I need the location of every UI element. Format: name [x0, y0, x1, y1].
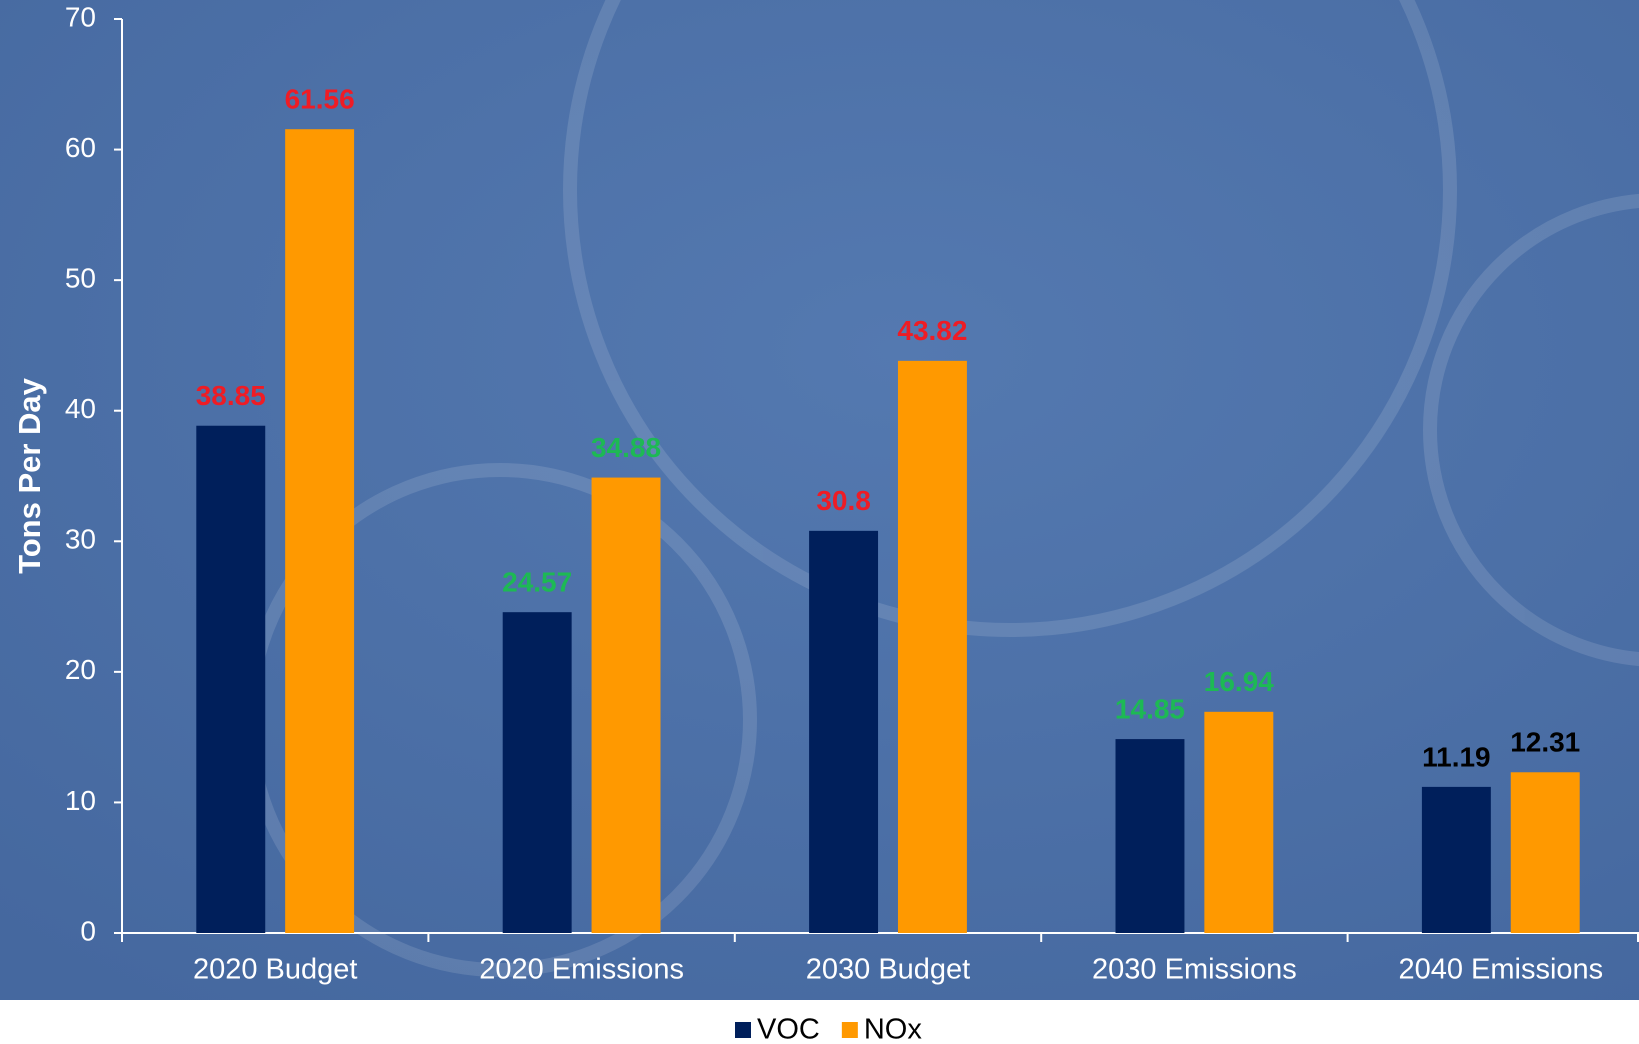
bar — [285, 129, 354, 933]
y-tick-label: 30 — [65, 524, 96, 555]
bar — [592, 478, 661, 933]
x-tick-label: 2030 Emissions — [1092, 954, 1297, 986]
legend-swatch — [842, 1022, 858, 1038]
legend-label: NOx — [864, 1014, 923, 1044]
data-label: 38.85 — [196, 380, 266, 411]
legend-swatch — [735, 1022, 751, 1038]
x-tick-label: 2020 Budget — [193, 954, 357, 986]
x-tick-label: 2030 Budget — [806, 954, 970, 986]
bar — [503, 612, 572, 933]
chart: Tons Per Day 0 10 20 30 40 50 60 70 2020 Budget 3… — [0, 0, 1639, 1044]
x-tick-label: 2020 Emissions — [479, 954, 684, 986]
data-label: 14.85 — [1115, 693, 1185, 724]
data-label: 11.19 — [1422, 741, 1491, 772]
data-label: 43.82 — [897, 315, 967, 346]
bar — [1204, 712, 1273, 933]
y-tick-label: 20 — [65, 654, 96, 685]
bar — [1511, 772, 1580, 933]
x-tick-label: 2040 Emissions — [1398, 954, 1603, 986]
legend-label: VOC — [757, 1014, 820, 1044]
data-label: 24.57 — [502, 567, 572, 598]
y-tick-label: 10 — [65, 785, 96, 816]
bar — [1116, 739, 1185, 933]
data-label: 61.56 — [285, 84, 355, 115]
data-label: 30.8 — [816, 485, 871, 516]
y-tick-label: 50 — [65, 263, 96, 294]
data-label: 12.31 — [1510, 727, 1580, 758]
bar — [1422, 787, 1491, 933]
bar — [898, 361, 967, 933]
data-label: 34.88 — [591, 432, 661, 463]
y-axis-title: Tons Per Day — [12, 377, 47, 574]
y-tick-label: 0 — [80, 915, 96, 946]
y-tick-label: 40 — [65, 393, 96, 424]
bar — [809, 531, 878, 933]
data-label: 16.94 — [1204, 666, 1274, 697]
y-tick-label: 70 — [65, 1, 96, 32]
y-tick-label: 60 — [65, 132, 96, 163]
bar — [196, 426, 265, 933]
